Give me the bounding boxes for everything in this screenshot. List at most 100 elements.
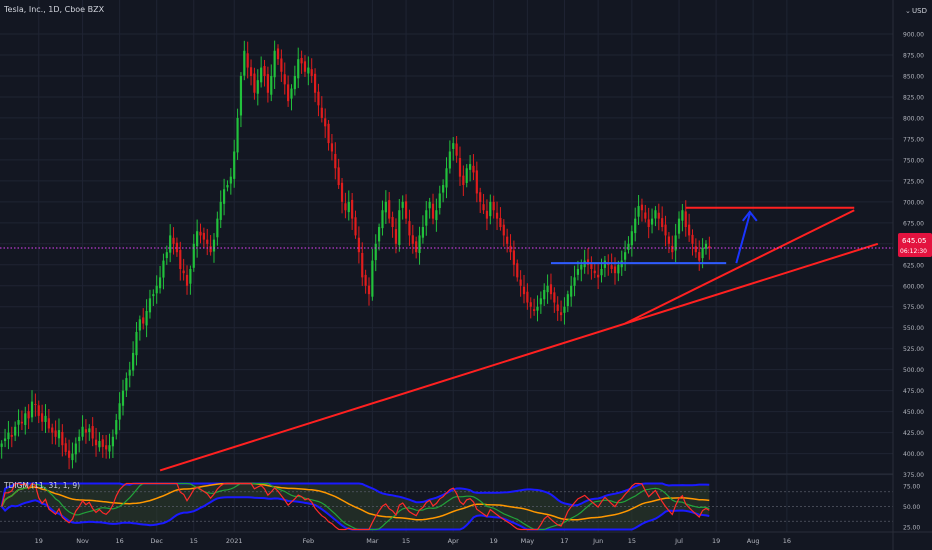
indicator-label: TDIGM (11, 31, 1, 9) xyxy=(3,481,80,490)
candle-body xyxy=(135,331,138,356)
candle-body xyxy=(637,206,640,217)
candle-body xyxy=(132,352,135,371)
candle-body xyxy=(566,294,569,307)
indicator-signal-line xyxy=(1,482,710,531)
candle-body xyxy=(516,263,519,278)
candle-body xyxy=(576,268,580,275)
candle-body xyxy=(78,436,81,442)
price-tick-label: 625.00 xyxy=(903,262,924,269)
candle-body xyxy=(243,50,246,76)
candle-body xyxy=(580,264,583,270)
candle-body xyxy=(421,227,425,238)
candle-body xyxy=(88,428,91,433)
price-tick-label: 375.00 xyxy=(903,472,924,479)
candle-body xyxy=(138,319,141,331)
candlestick-series xyxy=(0,40,711,470)
candle-body xyxy=(371,260,374,297)
candle-body xyxy=(185,274,189,286)
trendline[interactable] xyxy=(624,209,855,325)
candle-body xyxy=(559,312,563,316)
candle-body xyxy=(246,53,249,68)
candle-body xyxy=(502,224,505,236)
candle-body xyxy=(671,245,674,253)
candle-body xyxy=(539,298,542,305)
arrow-head-icon[interactable] xyxy=(741,210,758,222)
candle-body xyxy=(404,201,408,219)
candle-body xyxy=(158,277,162,289)
candle-body xyxy=(41,413,44,422)
candle-body xyxy=(600,268,603,276)
candle-body xyxy=(47,418,50,429)
candle-body xyxy=(597,274,600,278)
candle-body xyxy=(455,143,458,156)
candle-body xyxy=(408,221,411,236)
candle-body xyxy=(313,73,317,93)
candle-body xyxy=(14,426,17,436)
currency-selector[interactable]: ⌄ USD xyxy=(905,7,927,15)
candle-body xyxy=(148,298,152,313)
time-tick-label: 16 xyxy=(115,537,123,545)
candle-body xyxy=(661,218,664,228)
candle-body xyxy=(519,279,522,286)
time-tick-label: Mar xyxy=(366,537,379,545)
candle-body xyxy=(297,59,300,79)
price-tick-label: 900.00 xyxy=(903,32,924,39)
candle-body xyxy=(202,232,205,240)
candle-body xyxy=(44,415,47,422)
time-tick-label: Jul xyxy=(674,537,683,545)
time-tick-label: Feb xyxy=(303,537,315,545)
indicator-midline xyxy=(1,482,710,521)
candle-body xyxy=(624,252,627,260)
candle-body xyxy=(61,431,64,446)
candle-body xyxy=(219,201,222,220)
candle-body xyxy=(468,164,472,170)
price-tag-value: 645.05 xyxy=(902,237,927,245)
candle-body xyxy=(347,201,350,213)
candle-body xyxy=(273,50,276,78)
price-tick-label: 800.00 xyxy=(903,115,924,122)
annotation-layer[interactable] xyxy=(159,206,879,472)
candle-body xyxy=(20,421,23,424)
candle-body xyxy=(74,443,77,455)
candle-body xyxy=(684,211,687,228)
candle-body xyxy=(155,285,158,294)
candle-body xyxy=(253,73,256,93)
price-tick-label: 700.00 xyxy=(903,199,924,206)
projection-arrow[interactable] xyxy=(735,213,751,264)
candle-body xyxy=(701,248,704,259)
time-tick-label: Jun xyxy=(592,537,603,545)
candle-body xyxy=(613,266,617,274)
currency-label[interactable]: USD xyxy=(912,7,927,15)
candle-body xyxy=(482,204,485,211)
candle-body xyxy=(364,274,367,286)
currency-chevron-icon[interactable]: ⌄ xyxy=(905,7,911,15)
candle-body xyxy=(128,369,131,376)
time-tick-label: 15 xyxy=(402,537,410,545)
candle-body xyxy=(17,420,20,425)
candle-body xyxy=(533,309,536,311)
price-tick-label: 525.00 xyxy=(903,346,924,353)
price-tick-label: 475.00 xyxy=(903,388,924,395)
candle-body xyxy=(681,210,684,221)
candle-body xyxy=(438,193,441,209)
candle-body xyxy=(485,210,489,219)
candle-body xyxy=(367,285,371,295)
candle-body xyxy=(563,306,566,313)
indicator-tick-label: 50.00 xyxy=(903,504,920,511)
candle-body xyxy=(54,430,57,437)
candle-body xyxy=(654,210,657,219)
candle-body xyxy=(111,436,114,447)
candle-body xyxy=(276,48,280,60)
trendline[interactable] xyxy=(159,242,879,472)
candle-body xyxy=(698,252,701,261)
candle-body xyxy=(179,250,182,269)
indicator-panel[interactable] xyxy=(0,482,893,531)
candle-body xyxy=(108,445,111,452)
price-tick-label: 500.00 xyxy=(903,367,924,374)
candle-body xyxy=(384,201,387,213)
candle-body xyxy=(118,403,121,420)
candle-body xyxy=(529,302,532,307)
grid-lines xyxy=(0,0,893,532)
